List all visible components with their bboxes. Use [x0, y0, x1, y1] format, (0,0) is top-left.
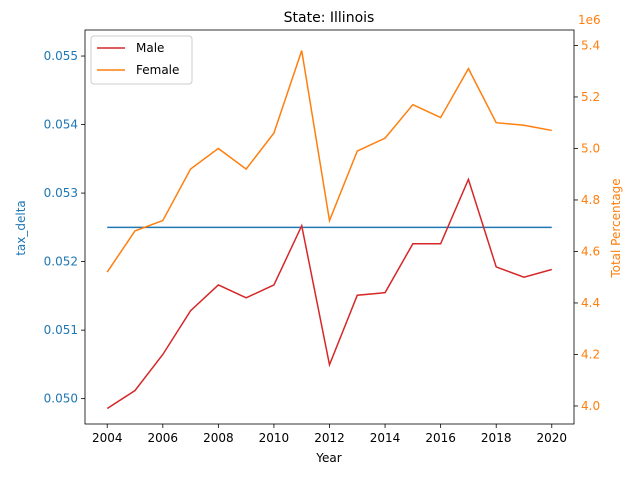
x-tick-label: 2010	[259, 431, 290, 445]
right-y-tick-label: 4.4	[581, 296, 600, 310]
series-layer	[106, 50, 552, 410]
x-tick-label: 2016	[425, 431, 456, 445]
series-male-line	[106, 177, 552, 410]
legend-male-label: Male	[136, 41, 164, 55]
legend: Male Female	[90, 35, 193, 85]
x-tick-label: 2008	[203, 431, 234, 445]
chart-title: State: Illinois	[284, 10, 375, 26]
x-tick-label: 2020	[536, 431, 567, 445]
left-y-tick-label: 0.051	[44, 323, 78, 337]
x-tick-label: 2012	[314, 431, 345, 445]
left-y-axis-label: tax_delta	[14, 200, 28, 256]
right-y-tick-label: 4.6	[581, 244, 600, 258]
right-y-axis-label: Total Percentage	[609, 178, 623, 278]
right-y-tick-label: 5.4	[581, 38, 600, 52]
x-axis-label: Year	[315, 451, 341, 465]
x-tick-label: 2018	[481, 431, 512, 445]
x-tick-label: 2004	[92, 431, 123, 445]
left-y-tick-label: 0.052	[44, 255, 78, 269]
right-y-tick-label: 5.0	[581, 141, 600, 155]
right-y-tick-label: 4.8	[581, 193, 600, 207]
x-tick-label: 2006	[148, 431, 179, 445]
right-y-tick-label: 5.2	[581, 90, 600, 104]
left-y-tick-label: 0.055	[44, 49, 78, 63]
right-y-tick-label: 4.2	[581, 347, 600, 361]
legend-female-label: Female	[136, 63, 179, 77]
left-y-tick-label: 0.050	[44, 392, 78, 406]
right-y-tick-label: 4.0	[581, 399, 600, 413]
series-female-line	[106, 50, 552, 273]
right-axis-offset-label: 1e6	[578, 13, 601, 27]
left-y-tick-label: 0.053	[44, 186, 78, 200]
left-y-tick-label: 0.054	[44, 118, 78, 132]
axes-layer: 2004 2006 2008 2010 2012 2014 2016 2018 2020 0.05…	[44, 29, 600, 445]
x-tick-label: 2014	[370, 431, 401, 445]
